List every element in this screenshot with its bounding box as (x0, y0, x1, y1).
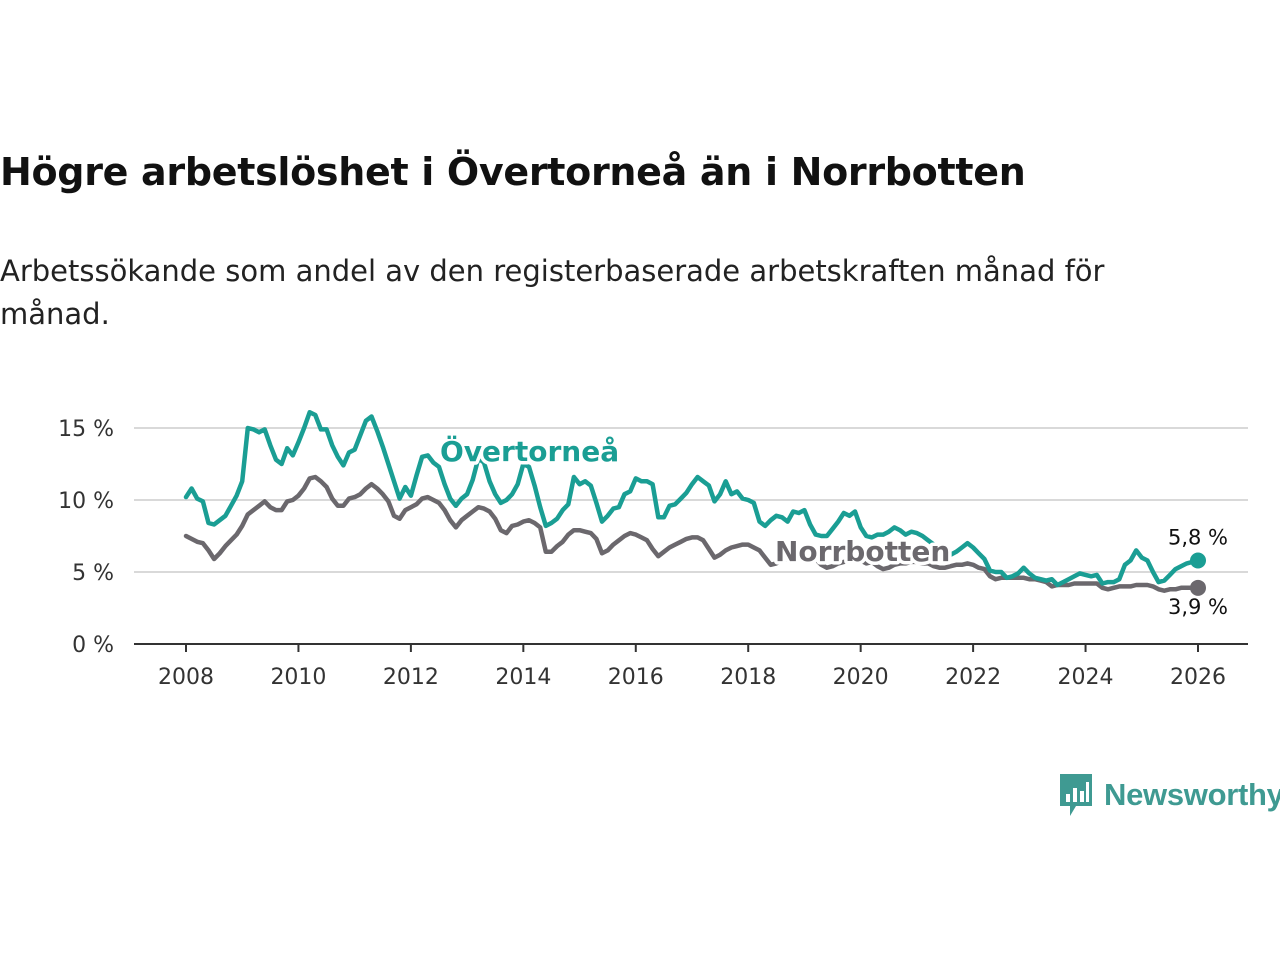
series-end-point (1190, 579, 1206, 596)
axes: 0 % 5 % 10 % 15 % 2008 2010 2012 2014 2016 2018 20… (58, 417, 1248, 690)
end-value-overtornea: 5,8 % (1168, 525, 1228, 549)
x-tick-label: 2016 (608, 665, 664, 690)
y-tick-label: 5 % (72, 561, 114, 586)
chart-subtitle: Arbetssökande som andel av den registerb… (0, 254, 1105, 331)
newsworthy-logo-icon (1060, 774, 1092, 816)
x-tick-label: 2018 (720, 665, 776, 690)
grid-lines (134, 427, 1248, 573)
series-lines (183, 409, 1206, 596)
x-tick-label: 2024 (1058, 665, 1114, 690)
x-tick-label: 2014 (495, 665, 551, 690)
y-tick-label: 15 % (58, 417, 114, 442)
y-tick-label: 10 % (58, 489, 114, 514)
x-tick-label: 2026 (1170, 665, 1226, 690)
newsworthy-brand: Newsworthy (1058, 772, 1280, 818)
line-chart: 0 % 5 % 10 % 15 % 2008 2010 2012 2014 2016 2018 20… (58, 409, 1248, 690)
x-tick-label: 2008 (158, 665, 214, 690)
x-tick-label: 2022 (945, 665, 1001, 690)
series-end-point (1190, 552, 1206, 569)
brand-name: Newsworthy (1104, 777, 1280, 812)
labels: Övertorneå Norrbotten 5,8 % 3,9 % (437, 431, 1229, 619)
series-line-norrbotten (183, 474, 1201, 593)
end-value-norrbotten: 3,9 % (1168, 595, 1228, 619)
chart-title: Högre arbetslöshet i Övertorneå än i Nor… (0, 150, 1026, 194)
x-tick-label: 2020 (833, 665, 889, 690)
x-tick-label: 2012 (383, 665, 439, 690)
series-label-overtornea: Övertorneå (440, 434, 619, 468)
series-line-overtornea (183, 409, 1201, 588)
series-label-norrbotten: Norrbotten (775, 535, 950, 568)
x-tick-label: 2010 (270, 665, 326, 690)
y-tick-label: 0 % (72, 633, 114, 658)
